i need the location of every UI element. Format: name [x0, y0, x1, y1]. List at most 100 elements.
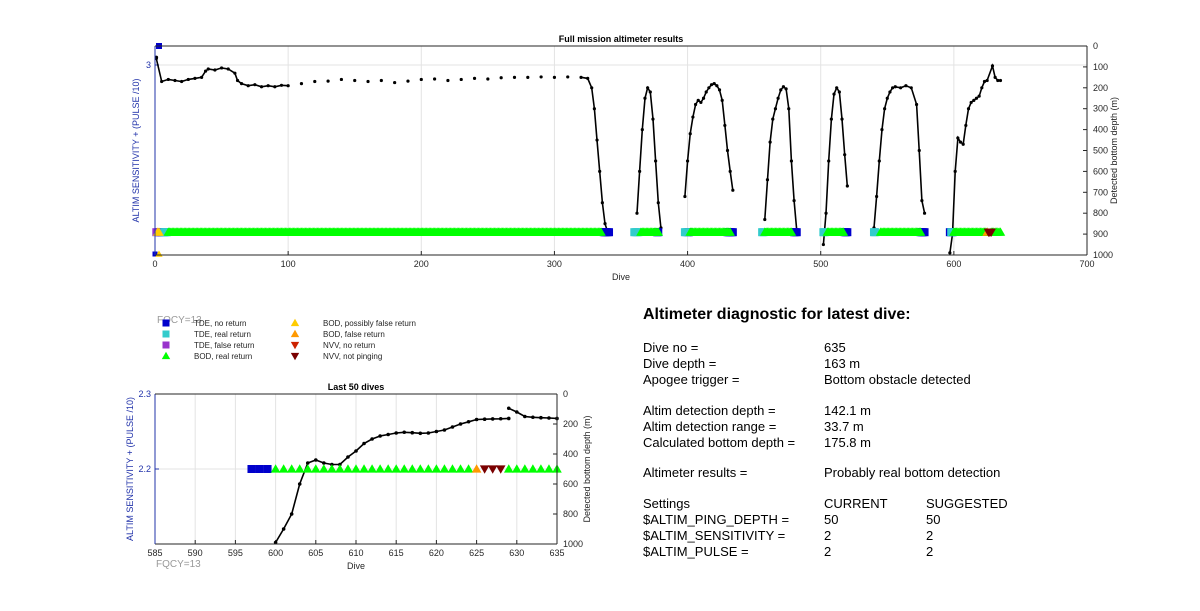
tde-no-return-marker [263, 465, 272, 473]
bottom-depth-point [635, 211, 639, 215]
bottom-depth-point [378, 434, 382, 438]
bottom-depth-point [598, 169, 602, 173]
setting-row: $ALTIM_PING_DEPTH = 50 50 [643, 512, 1183, 528]
bottom-depth-point [888, 90, 892, 94]
tde-no-return-marker [247, 465, 256, 473]
bottom-depth-point [643, 96, 647, 100]
tde-no-return-marker [843, 228, 852, 237]
bottom-depth-point [239, 82, 244, 86]
bottom-depth-point [472, 76, 477, 80]
tde-no-return-marker [920, 228, 929, 237]
tde-real-return-legend-marker [162, 330, 170, 338]
detect-range-label: Altim detection range = [643, 419, 777, 434]
bottom-depth-point [821, 242, 825, 247]
x-tick-label: 585 [147, 548, 162, 558]
bod-false-return-marker [471, 464, 482, 473]
detect-depth-label: Altim detection depth = [643, 403, 776, 418]
bottom-depth-point [699, 100, 703, 105]
setting-current: 2 [824, 528, 832, 543]
bottom-depth-point [523, 414, 527, 419]
bottom-depth-point [904, 84, 908, 88]
bottom-depth-point [450, 425, 455, 429]
bottom-depth-point [691, 115, 695, 119]
bottom-depth-point [590, 86, 594, 90]
bottom-depth-point [893, 85, 897, 89]
bottom-depth-point [781, 85, 786, 89]
x-tick-label: 300 [547, 259, 562, 269]
nvv-not-pinging-marker [495, 465, 506, 474]
dive-no-row: Dive no = 635 [643, 340, 1183, 356]
bod-real-return-marker [367, 464, 377, 473]
bottom-depth-point [603, 222, 607, 226]
bottom-depth-point [366, 79, 370, 84]
bottom-depth-point [985, 78, 989, 83]
bottom-depth-point [829, 117, 833, 121]
right-y-tick-label: 500 [1093, 146, 1108, 156]
bottom-depth-point [539, 75, 543, 79]
bottom-depth-point [526, 75, 530, 79]
bottom-depth-point [998, 78, 1003, 83]
bottom-depth-point [712, 82, 716, 86]
bottom-depth-point [370, 437, 374, 441]
bottom-depth-point [685, 159, 690, 163]
bottom-depth-point [922, 211, 927, 215]
x-tick-label: 500 [813, 259, 828, 269]
bottom-depth-point [539, 415, 543, 420]
bottom-depth-point [499, 76, 503, 80]
x-tick-label: 590 [188, 548, 203, 558]
bod-real-return-marker [439, 464, 450, 473]
bod-real-return-marker [286, 464, 297, 473]
bod-real-return-marker [351, 464, 361, 473]
left-y-tick-label: 3 [146, 60, 151, 70]
bod-real-return-marker [311, 464, 321, 473]
bottom-depth-point [683, 194, 687, 199]
bottom-depth-point [993, 75, 997, 79]
bod-possibly-false-return-marker [154, 227, 164, 236]
settings-header-row: Settings CURRENT SUGGESTED [643, 496, 1183, 512]
bottom-depth-point [824, 211, 828, 215]
bottom-depth-point [972, 98, 976, 102]
bottom-depth-point [434, 429, 439, 434]
bottom-depth-point [835, 86, 839, 90]
left-y-axis-label: ALTIM SENSITIVITY + (PULSE /10) [131, 79, 141, 223]
bottom-depth-point [233, 71, 237, 75]
bottom-depth-point [899, 86, 903, 90]
right-y-tick-label: 200 [1093, 83, 1108, 93]
bod-real-return-marker [915, 227, 926, 236]
bottom-depth-point [531, 415, 535, 420]
x-tick-label: 635 [549, 548, 564, 558]
bod-real-return-marker [270, 464, 281, 473]
tde-false-return-legend-marker [162, 341, 170, 349]
legend-label: TDE, false return [194, 341, 254, 350]
bottom-depth-point [459, 77, 463, 82]
bod-real-return-marker [503, 464, 514, 473]
x-tick-label: 100 [281, 259, 296, 269]
bod-real-return-marker [528, 464, 538, 473]
bod-real-return-marker [294, 464, 305, 473]
right-y-tick-label: 800 [1093, 208, 1108, 218]
bottom-depth-point [442, 428, 447, 432]
bod-false-return-legend-marker [290, 329, 300, 338]
bod-real-return-marker [725, 227, 735, 236]
bottom-depth-point [891, 86, 895, 90]
bottom-depth-point [354, 449, 358, 453]
bottom-depth-point [696, 98, 700, 102]
tde-real-return-marker [682, 228, 691, 237]
bottom-depth-point [720, 98, 724, 102]
right-y-tick-label: 700 [1093, 187, 1108, 197]
bottom-depth-point [299, 82, 304, 86]
bottom-depth-point [875, 194, 879, 199]
setting-name: $ALTIM_PING_DEPTH = [643, 512, 790, 527]
bottom-depth-point [498, 416, 503, 421]
bottom-depth-point [958, 140, 963, 144]
bottom-depth-point [704, 90, 708, 94]
right-y-tick-label: 200 [563, 419, 578, 429]
bottom-depth-point [688, 132, 692, 136]
bottom-depth-point [982, 79, 987, 84]
bod-real-return-marker [407, 464, 418, 473]
bottom-depth-point [776, 96, 780, 100]
legend-label: NVV, no return [323, 341, 375, 350]
bottom-depth-point [406, 79, 410, 83]
bottom-depth-point [723, 123, 727, 128]
